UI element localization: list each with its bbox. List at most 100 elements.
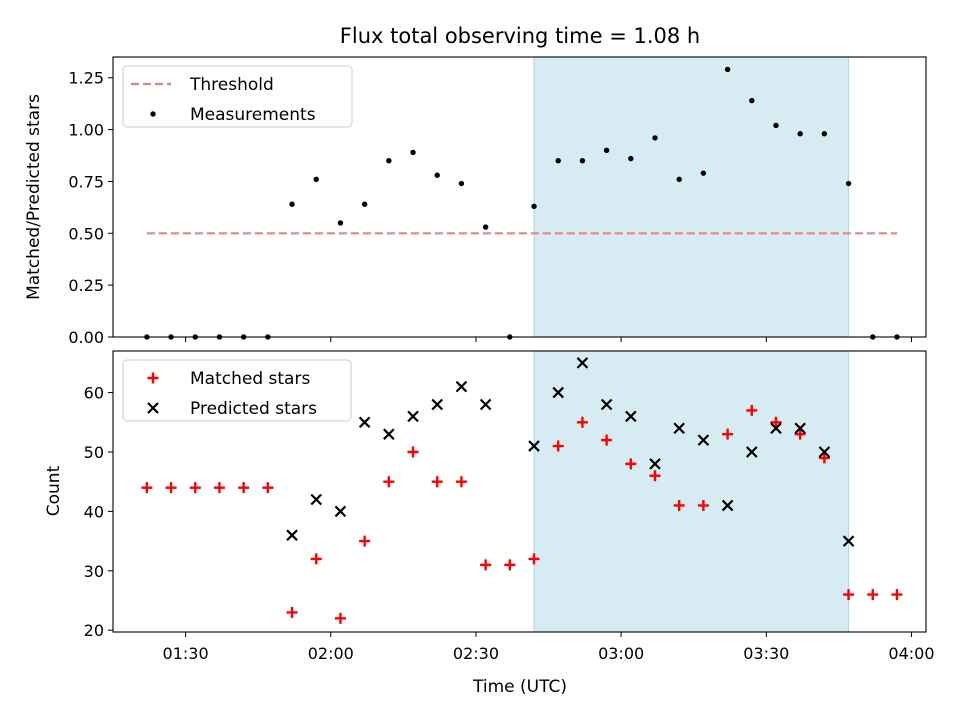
matched-star-point — [310, 553, 322, 565]
matched-star-point — [286, 606, 298, 618]
x-axis-label: Time (UTC) — [472, 677, 567, 697]
predicted-star-point — [794, 422, 806, 435]
measurement-point — [603, 147, 610, 154]
predicted-star-point — [479, 398, 492, 411]
measurement-point — [773, 122, 779, 129]
measurement-point — [289, 201, 295, 207]
count-y-tick-label: 20 — [84, 621, 104, 640]
ratio-axes-frame — [112, 56, 927, 338]
count-panel: 20 30 40 50 60 01:30 02:00 02:30 03:00 03:30 04:00… — [84, 350, 935, 663]
matched-star-point — [262, 482, 274, 494]
measurement-point — [361, 201, 368, 207]
measurement-point — [337, 220, 344, 226]
ratio-y-tick-label: 0.25 — [68, 276, 104, 295]
matched-star-point — [383, 476, 395, 488]
predicted-star-point — [455, 380, 468, 393]
x-tick-label: 03:00 — [598, 644, 644, 663]
matched-star-point — [504, 559, 516, 571]
ratio-shaded-span — [533, 56, 850, 338]
matched-star-point — [213, 482, 225, 494]
measurement-point — [652, 135, 658, 141]
ratio-y-tick-label: 0.75 — [68, 172, 104, 191]
predicted-star-point — [383, 428, 395, 440]
predicted-star-point — [697, 434, 710, 446]
measurement-point — [821, 131, 828, 137]
legend-label: Threshold — [189, 75, 274, 95]
measurement-point — [386, 158, 392, 164]
ratio-panel: 0.00 0.25 0.50 0.75 1.00 1.25 Threshold Measure… — [68, 56, 927, 347]
matched-star-point — [601, 434, 613, 446]
count-y-tick-label: 30 — [84, 562, 104, 581]
predicted-star-point — [625, 410, 637, 423]
ratio-legend: Threshold Measurements — [122, 65, 353, 128]
matched-star-point — [867, 589, 879, 601]
matched-star-point — [843, 589, 855, 601]
predicted-star-point — [286, 529, 298, 541]
measurement-point — [845, 180, 852, 187]
measurement-point — [434, 172, 440, 178]
ratio-y-tick-label: 0.00 — [68, 328, 104, 347]
matched-star-point — [165, 482, 177, 494]
measurement-point — [749, 97, 755, 104]
ratio-y-tick-label: 0.50 — [68, 224, 104, 243]
ratio-y-tick-label: 1.00 — [68, 121, 104, 140]
matched-star-point — [334, 612, 346, 624]
x-tick-label: 01:30 — [163, 644, 209, 663]
count-y-tick-label: 50 — [84, 443, 104, 462]
matched-star-point — [480, 559, 492, 571]
measurement-point — [676, 176, 682, 183]
matched-star-point — [528, 553, 540, 565]
legend-label: Predicted stars — [190, 399, 317, 419]
predicted-star-point — [600, 398, 613, 411]
matched-star-point — [770, 416, 782, 428]
matched-star-point — [407, 446, 419, 458]
legend-matched-swatch — [147, 372, 159, 384]
legend-measurement-swatch — [150, 111, 156, 117]
predicted-star-point — [746, 446, 758, 458]
matched-star-point — [746, 404, 758, 416]
legend-label: Measurements — [190, 105, 316, 125]
matched-star-point — [141, 482, 153, 494]
measurement-point — [724, 66, 731, 73]
count-axes-frame — [112, 350, 927, 633]
matched-star-point — [189, 482, 201, 494]
measurement-point — [458, 180, 465, 187]
count-panel-ylabel: Count — [44, 465, 64, 516]
predicted-star-point — [770, 422, 782, 435]
measurement-point — [531, 203, 537, 210]
measurement-point — [797, 131, 803, 137]
measurement-point — [313, 176, 319, 183]
matched-star-point — [722, 428, 734, 440]
ratio-legend-box — [122, 65, 353, 128]
predicted-star-point — [721, 499, 734, 512]
matched-star-point — [625, 458, 637, 470]
chart-title: Flux total observing time = 1.08 h — [340, 24, 700, 48]
measurement-point — [628, 155, 634, 162]
matched-star-point — [697, 499, 709, 511]
x-tick-label: 03:30 — [743, 644, 789, 663]
predicted-star-point — [552, 386, 564, 399]
predicted-star-point — [818, 446, 831, 458]
legend-predicted-swatch — [147, 402, 159, 414]
x-tick-label: 04:00 — [888, 644, 934, 663]
matched-star-point — [576, 416, 588, 428]
ratio-y-tick-label: 1.25 — [68, 69, 104, 88]
predicted-star-point — [310, 493, 323, 506]
measurement-point — [700, 170, 707, 176]
count-y-tick-label: 60 — [84, 384, 104, 403]
count-legend: Matched stars Predicted stars — [122, 359, 352, 422]
measurement-point — [579, 158, 586, 164]
measurement-point — [555, 158, 561, 164]
measurement-point — [482, 224, 489, 230]
count-shaded-span — [533, 350, 850, 633]
matched-star-point — [455, 476, 467, 488]
ratio-panel-ylabel: Matched/Predicted stars — [24, 94, 44, 300]
count-y-tick-label: 40 — [84, 502, 104, 521]
matched-star-point — [673, 499, 685, 511]
predicted-star-point — [407, 410, 419, 423]
matched-star-point — [794, 428, 806, 440]
predicted-star-point — [649, 458, 661, 470]
predicted-star-point — [576, 357, 589, 369]
x-tick-label: 02:00 — [308, 644, 354, 663]
